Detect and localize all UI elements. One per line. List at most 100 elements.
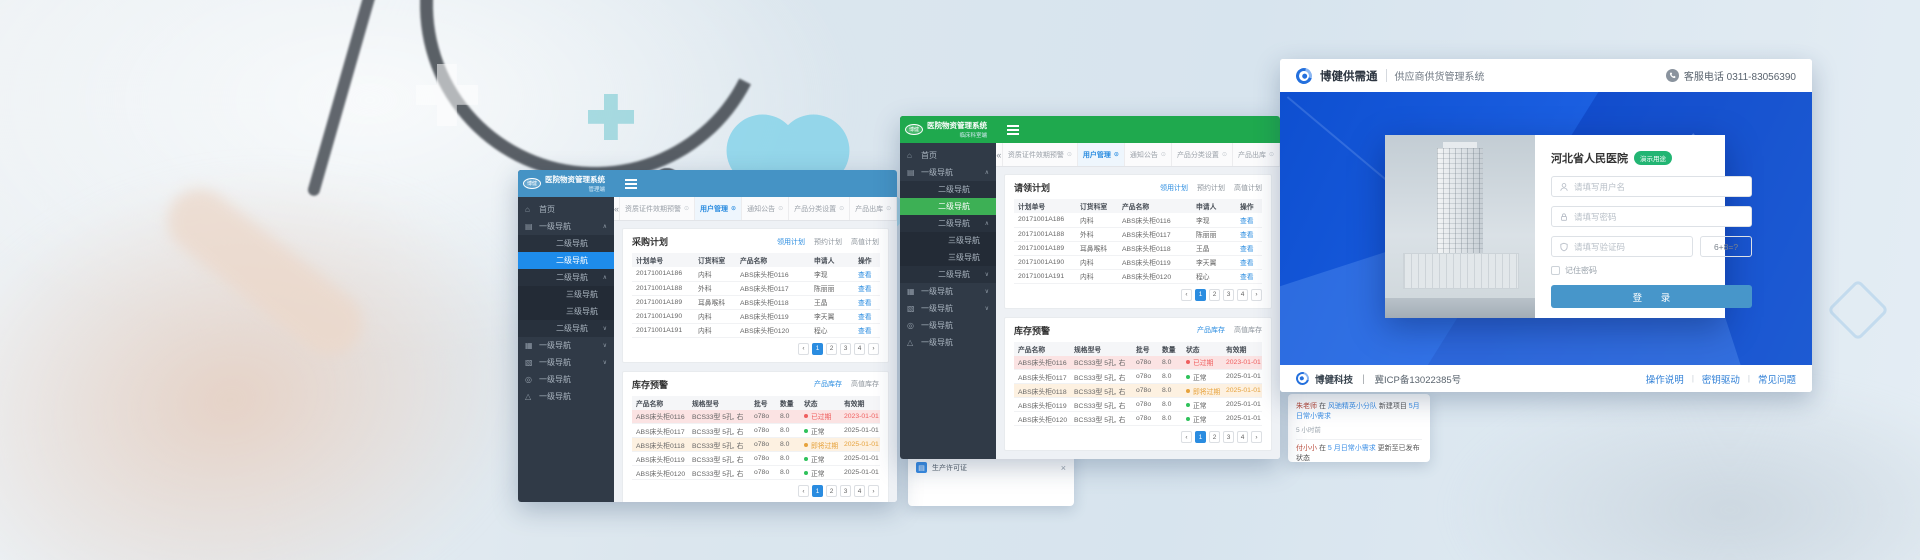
pagination-item[interactable]: 2	[1209, 431, 1220, 443]
plan-filter-link[interactable]: 预约计划	[1197, 184, 1225, 192]
inventory-filter-link[interactable]: 高值库存	[851, 381, 879, 388]
workspace-tab[interactable]: 通知公告 ⊙	[1125, 143, 1172, 166]
pagination-item[interactable]: 1	[1195, 288, 1206, 301]
hamburger-menu-icon[interactable]	[625, 182, 637, 185]
sidebar-menu-item[interactable]: 三级导航	[900, 249, 996, 266]
sidebar-menu-item[interactable]: △ 一级导航	[900, 334, 996, 351]
sidebar-menu-item[interactable]: 二级导航 ∨	[518, 320, 614, 337]
workspace-tab[interactable]: 产品分类设置 ⊙	[1172, 143, 1233, 166]
sidebar-menu-item[interactable]: ⌂ 首页	[900, 147, 996, 164]
view-link[interactable]: 查看	[854, 267, 880, 282]
login-button[interactable]: 登 录	[1551, 285, 1752, 308]
inventory-filter-link[interactable]: 产品库存	[814, 381, 842, 388]
pagination-item[interactable]: 1	[812, 342, 823, 355]
feed-link[interactable]: 5 月日常小需求	[1327, 445, 1376, 453]
sidebar-menu-item[interactable]: 二级导航 ∧	[900, 215, 996, 232]
workspace-tab[interactable]: 资质证件效期预警 ⊙	[1003, 143, 1078, 166]
pagination-item[interactable]: ›	[1251, 288, 1262, 301]
message-item[interactable]: ▤ 生产许可证 ×	[908, 448, 1074, 473]
workspace-tab[interactable]: 产品出库 ⊙	[850, 197, 897, 220]
menu-item-label: 二级导航	[556, 239, 588, 248]
pagination-item[interactable]: ‹	[1181, 431, 1192, 443]
remember-checkbox[interactable]	[1551, 266, 1560, 275]
workspace-tab[interactable]: 产品出库 ⊙	[1233, 143, 1280, 166]
plan-filter-link[interactable]: 高值计划	[1234, 184, 1262, 192]
view-link[interactable]: 查看	[1236, 213, 1262, 228]
plan-filter-link[interactable]: 领用计划	[1160, 184, 1188, 192]
footer-link-key-driver[interactable]: 密钥驱动	[1701, 374, 1740, 386]
sidebar-menu-item[interactable]: ▦ 一级导航 ∨	[900, 283, 996, 300]
pagination-item[interactable]: 1	[812, 485, 823, 497]
sidebar-menu-item[interactable]: ▤ 一级导航 ∧	[900, 164, 996, 181]
workspace-tab[interactable]: 产品分类设置 ⊙	[789, 197, 851, 220]
pagination-item[interactable]: 4	[1237, 431, 1248, 443]
hamburger-menu-icon[interactable]	[1007, 128, 1019, 131]
footer-link-faq[interactable]: 常见问题	[1757, 374, 1796, 386]
sidebar-menu-item[interactable]: ◎ 一级导航	[518, 371, 614, 388]
sidebar-menu-item[interactable]: ▧ 一级导航 ∨	[518, 354, 614, 371]
collapse-tabs-icon[interactable]: «	[996, 143, 1003, 166]
workspace-tab[interactable]: 用户管理 ⊙	[695, 197, 743, 220]
pagination-item[interactable]: ‹	[798, 342, 809, 355]
pagination-item[interactable]: ›	[868, 485, 879, 497]
pagination-item[interactable]: ›	[868, 342, 879, 355]
username-input[interactable]	[1574, 181, 1744, 192]
pagination-item[interactable]: 4	[854, 485, 865, 497]
plan-filter-link[interactable]: 预约计划	[814, 238, 842, 246]
view-link[interactable]: 查看	[1236, 241, 1262, 256]
inventory-filter-link[interactable]: 高值库存	[1234, 327, 1262, 334]
captcha-challenge[interactable]: 6+8=?	[1700, 236, 1752, 257]
footer-icp[interactable]: 冀ICP备13022385号	[1374, 374, 1462, 386]
view-link[interactable]: 查看	[1236, 227, 1262, 242]
pagination-item[interactable]: 2	[826, 342, 837, 355]
pagination-item[interactable]: 2	[826, 485, 837, 497]
inventory-filter-link[interactable]: 产品库存	[1197, 327, 1225, 334]
pagination-item[interactable]: 4	[854, 342, 865, 355]
close-icon[interactable]: ×	[1060, 462, 1066, 473]
feed-link[interactable]: 风驰精英小分队	[1327, 403, 1377, 410]
qty-cell: 8.0	[776, 437, 800, 452]
view-link[interactable]: 查看	[854, 281, 880, 296]
sidebar-menu-item[interactable]: 二级导航	[518, 235, 614, 252]
view-link[interactable]: 查看	[854, 295, 880, 310]
pagination-item[interactable]: 2	[1209, 288, 1220, 301]
workspace-tab[interactable]: 用户管理 ⊙	[1077, 143, 1125, 166]
view-link[interactable]: 查看	[854, 309, 880, 324]
sidebar-menu-item[interactable]: 三级导航	[518, 303, 614, 320]
workspace-tab[interactable]: 通知公告 ⊙	[742, 197, 790, 220]
pagination-item[interactable]: 3	[840, 342, 851, 355]
sidebar-menu-item[interactable]: ⌂ 首页	[518, 201, 614, 218]
plan-filter-link[interactable]: 领用计划	[777, 238, 805, 246]
remember-password-option[interactable]: 记住密码	[1551, 265, 1752, 276]
sidebar-menu-item[interactable]: 二级导航	[518, 252, 614, 269]
sidebar-menu-item[interactable]: 二级导航	[900, 181, 996, 198]
pagination-item[interactable]: 4	[1237, 288, 1248, 301]
sidebar-menu-item[interactable]: △ 一级导航	[518, 388, 614, 405]
password-input[interactable]	[1574, 211, 1744, 222]
sidebar-menu-item[interactable]: ▤ 一级导航 ∧	[518, 218, 614, 235]
sidebar-menu-item[interactable]: ▦ 一级导航 ∨	[518, 337, 614, 354]
feed-link[interactable]: 5月日常小需求	[1296, 403, 1420, 421]
view-link[interactable]: 查看	[1236, 269, 1262, 284]
sidebar-menu-item[interactable]: 三级导航	[518, 286, 614, 303]
workspace-tab[interactable]: 资质证件效期预警 ⊙	[620, 197, 696, 220]
pagination-item[interactable]: 3	[840, 485, 851, 497]
sidebar-menu-item[interactable]: 三级导航	[900, 232, 996, 249]
pagination-item[interactable]: 1	[1195, 431, 1206, 443]
pagination-item[interactable]: 3	[1223, 288, 1234, 301]
sidebar-menu-item[interactable]: ▧ 一级导航 ∨	[900, 300, 996, 317]
pagination-item[interactable]: ‹	[1181, 288, 1192, 301]
footer-link-help[interactable]: 操作说明	[1645, 374, 1684, 386]
pagination-item[interactable]: 3	[1223, 431, 1234, 443]
captcha-input[interactable]	[1574, 241, 1685, 252]
view-link[interactable]: 查看	[854, 323, 880, 338]
pagination-item[interactable]: ‹	[798, 485, 809, 497]
pagination-item[interactable]: ›	[1251, 431, 1262, 443]
plan-filter-link[interactable]: 高值计划	[851, 238, 879, 246]
sidebar-menu-item[interactable]: 二级导航 ∧	[518, 269, 614, 286]
view-link[interactable]: 查看	[1236, 255, 1262, 270]
sidebar-menu-item[interactable]: 二级导航 ∨	[900, 266, 996, 283]
collapse-tabs-icon[interactable]: «	[614, 197, 621, 220]
sidebar-menu-item[interactable]: ◎ 一级导航	[900, 317, 996, 334]
sidebar-menu-item[interactable]: 二级导航	[900, 198, 996, 215]
